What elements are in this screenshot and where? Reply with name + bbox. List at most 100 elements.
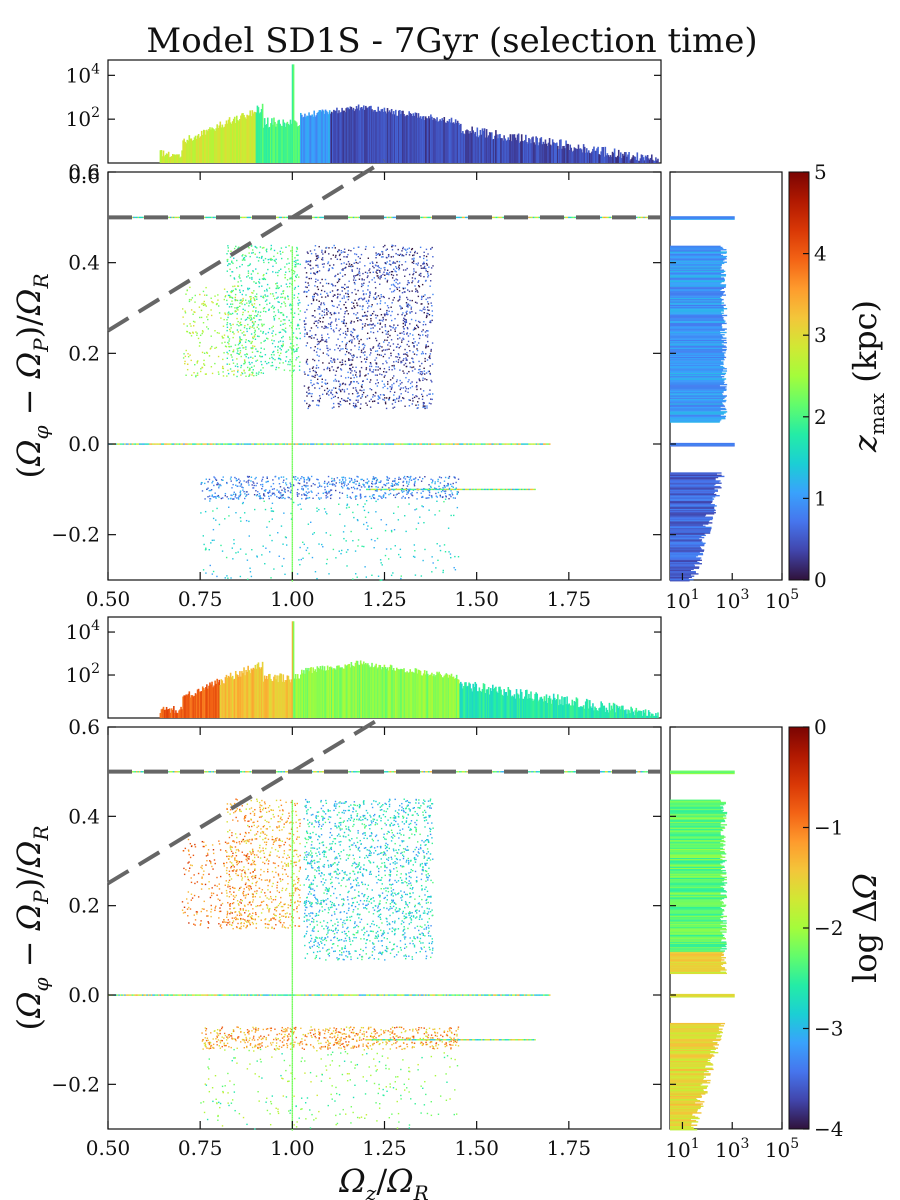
top-point [231, 261, 233, 264]
top-point [232, 323, 234, 326]
top-point [403, 372, 405, 374]
top-point [233, 277, 235, 279]
top-streak-point [366, 488, 368, 491]
top-point [315, 271, 318, 274]
top-point [239, 352, 241, 354]
top-point [200, 368, 202, 370]
top-point [294, 476, 297, 478]
top-streak-point [291, 552, 294, 555]
top-hist-x-bar [445, 122, 448, 163]
top-point [314, 333, 317, 336]
top-point [315, 278, 317, 280]
top-point [411, 254, 414, 257]
top-point [420, 393, 423, 396]
top-point [252, 251, 254, 254]
top-point [400, 577, 402, 580]
top-hist-x-bar [234, 123, 237, 163]
top-point [316, 320, 318, 322]
top-point [243, 346, 245, 349]
top-streak-point [118, 443, 120, 445]
top-point [344, 353, 347, 356]
top-streak-point [470, 488, 473, 491]
top-point [299, 503, 301, 505]
top-point [330, 391, 332, 394]
top-streak-point [291, 570, 294, 573]
top-point [271, 342, 274, 345]
top-streak-point [164, 443, 166, 445]
top-point [312, 315, 314, 317]
top-point [361, 383, 363, 386]
top-streak-point [274, 443, 277, 445]
top-point [282, 335, 284, 338]
top-point [225, 346, 228, 348]
top-point [190, 309, 193, 311]
top-point [248, 484, 250, 486]
top-hist-x-bar [159, 150, 162, 163]
top-streak-point [419, 488, 421, 491]
top-streak-point [479, 488, 482, 491]
top-point [251, 549, 253, 551]
top-point [417, 342, 420, 344]
top-streak-point [520, 488, 523, 491]
top-streak-point [287, 443, 290, 445]
top-streak-point [291, 356, 294, 359]
top-point [251, 326, 253, 328]
top-point [378, 319, 381, 321]
top-point [369, 352, 372, 354]
top-streak-point [291, 485, 294, 488]
top-point [374, 483, 376, 485]
top-streak-point [276, 216, 278, 219]
top-point [398, 266, 400, 268]
top-hist-x-bar [641, 155, 644, 163]
top-point [430, 302, 432, 304]
top-point [321, 310, 324, 312]
top-point [325, 492, 328, 494]
top-point [333, 358, 335, 360]
top-point [379, 481, 382, 484]
top-hist-x-bar [281, 125, 284, 163]
top-point [307, 523, 310, 525]
top-point [305, 291, 308, 293]
top-point [429, 485, 432, 488]
top-point [352, 366, 354, 368]
top-point [282, 494, 284, 496]
top-point [190, 299, 192, 301]
top-point [374, 264, 377, 266]
top-point [416, 388, 418, 391]
top-hist-x-bar [452, 122, 455, 163]
top-point [422, 263, 424, 265]
top-point [363, 293, 365, 295]
top-streak-point [291, 289, 294, 292]
top-streak-point [291, 447, 294, 450]
top-point [321, 543, 323, 546]
top-point [346, 334, 348, 336]
top-point [450, 514, 452, 517]
top-hist-x-bar [552, 142, 555, 163]
top-hist-x-bar [597, 146, 599, 163]
top-hist-x-bar [531, 137, 533, 163]
top-point [257, 313, 259, 316]
top-point [240, 483, 243, 485]
top-hist-x-bar [232, 118, 235, 163]
top-ytick-label: −0.2 [51, 523, 100, 547]
top-hist-y-bar [670, 549, 705, 551]
top-streak-point [641, 216, 644, 219]
top-hist-x-bar [500, 138, 502, 163]
top-point [258, 304, 261, 306]
top-point [336, 289, 339, 292]
top-point [438, 476, 441, 478]
top-streak-point [506, 488, 508, 491]
top-point [314, 376, 316, 378]
top-point [281, 489, 283, 491]
top-point [247, 493, 250, 496]
top-point [332, 329, 335, 331]
top-hist-x-bar [544, 139, 547, 163]
top-point [357, 298, 360, 301]
top-point [307, 282, 309, 284]
top-point [322, 259, 324, 261]
top-point [307, 393, 310, 395]
top-point [450, 490, 452, 492]
top-point [339, 272, 341, 274]
top-point [248, 252, 250, 254]
top-point [384, 277, 387, 280]
